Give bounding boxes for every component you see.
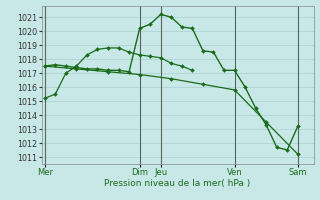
X-axis label: Pression niveau de la mer( hPa ): Pression niveau de la mer( hPa ): [104, 179, 251, 188]
